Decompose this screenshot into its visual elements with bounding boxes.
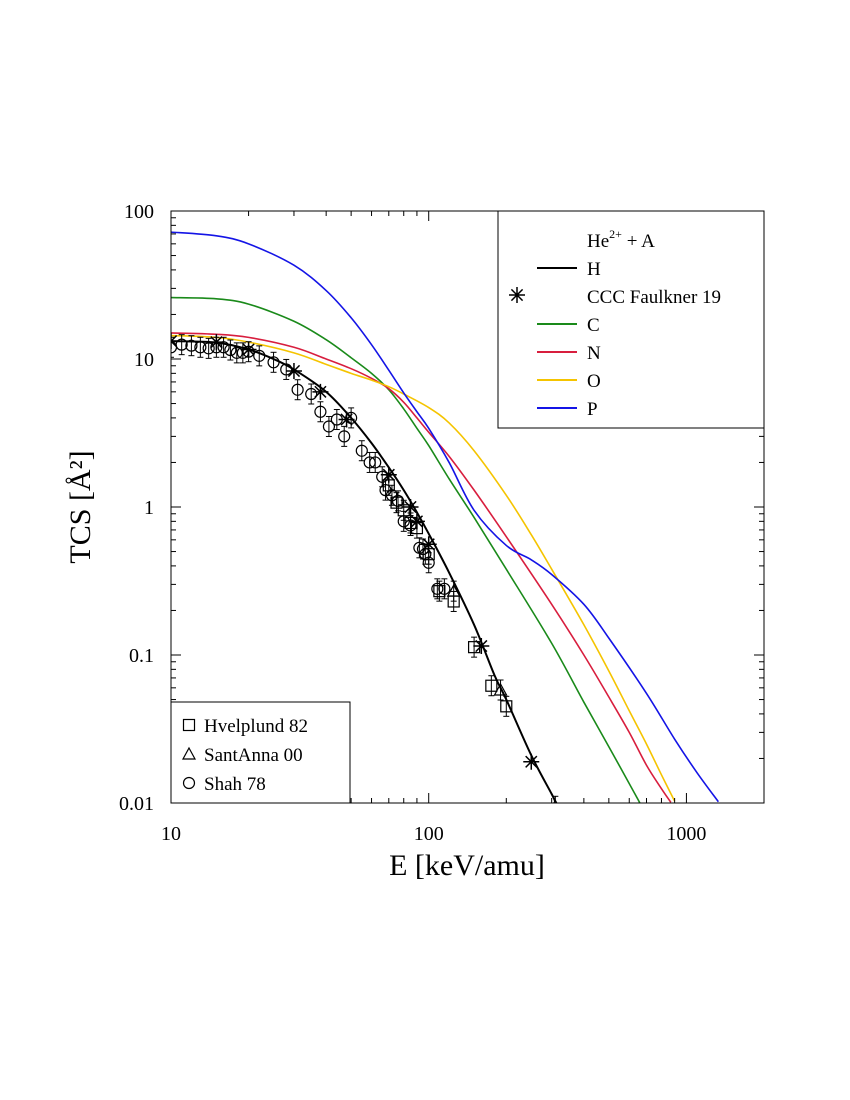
data-point-shah-78 [330,413,343,426]
y-tick-label: 0.1 [129,645,154,667]
data-point-shah-78 [202,342,215,355]
data-point-shah-78 [253,349,266,362]
data-point-ccc-faulkner-19 [473,638,490,655]
legend-data-box [170,701,351,804]
legend-label: H [587,259,601,280]
data-point-shah-78 [314,405,327,418]
data-point-hvelplund-82 [500,700,513,713]
data-point-ccc-faulkner-19 [523,753,540,770]
data-point-shah-78 [267,356,280,369]
data-point-shah-78 [322,420,336,433]
legend-label: N [587,343,601,364]
data-point-shah-78 [345,411,358,424]
legend-label: CCC Faulkner 19 [587,287,721,308]
legend-title: He2+ + A [587,227,655,252]
x-axis-label: E [keV/amu] [389,849,545,882]
y-axis-label: TCS [Å²] [64,450,97,563]
data-point-shah-78 [404,519,417,532]
legend-item-o: O [537,371,601,392]
series-line-c [171,296,641,803]
legend-item-ccc-faulkner-19: CCC Faulkner 19 [509,287,721,308]
legend-label: SantAnna 00 [204,745,303,766]
series-markers-santanna-00 [446,580,559,803]
data-point-shah-78 [242,345,255,358]
series-line-p [171,231,719,803]
x-tick-label: 10 [161,823,181,845]
legend-item-santanna-00: SantAnna 00 [181,745,303,766]
data-point-hvelplund-82 [467,641,481,654]
data-point-ccc-faulkner-19 [312,383,329,400]
legend-item-n: N [537,343,601,364]
data-point-shah-78 [338,430,351,443]
legend-data: Hvelplund 82 SantAnna 00 Shah 78 [170,701,351,804]
legend-label: P [587,399,598,420]
legend-model-box [497,210,765,429]
y-tick-label: 10 [134,349,154,371]
legend-label: O [587,371,601,392]
legend-item-p: P [537,399,598,420]
legend-item-h: H [537,259,601,280]
legend-item-c: C [537,315,600,336]
markers-layer [171,333,559,803]
data-point-shah-78 [397,515,410,528]
legend-item-hvelplund-82: Hvelplund 82 [182,716,308,737]
data-point-ccc-faulkner-19 [285,362,302,379]
legend-swatch [182,776,196,790]
data-point-shah-78 [419,548,432,561]
data-point-ccc-faulkner-19 [380,466,397,483]
data-point-shah-78 [210,341,223,354]
data-point-shah-78 [185,339,198,352]
series-line-o [171,334,676,802]
data-point-santanna-00 [446,583,461,597]
data-point-ccc-faulkner-19 [338,411,355,428]
data-point-shah-78 [431,582,444,595]
data-point-shah-78 [291,383,304,396]
legend-swatch [509,287,525,303]
data-point-shah-78 [376,470,389,483]
series-line-n [171,332,672,803]
data-point-ccc-faulkner-19 [402,499,419,515]
data-point-shah-78 [369,456,382,469]
x-tick-label: 1000 [666,823,706,845]
y-tick-label: 1 [144,497,154,519]
y-tick-label: 0.01 [119,793,154,815]
data-point-shah-78 [438,582,451,595]
legend-label: C [587,315,600,336]
legend-label: Shah 78 [204,774,266,795]
legend-data-items: Hvelplund 82 SantAnna 00 Shah 78 [181,716,308,795]
series-markers-shah-78 [171,334,451,600]
data-point-shah-78 [230,346,243,359]
data-point-shah-78 [175,338,188,351]
legend-swatch [182,718,196,732]
data-point-santanna-00 [493,682,508,696]
y-tick-label: 100 [124,201,154,223]
legend-item-shah-78: Shah 78 [182,774,266,795]
data-point-shah-78 [224,343,237,357]
legend-swatch [181,746,197,760]
data-point-shah-78 [194,341,207,354]
data-point-hvelplund-82 [410,522,424,535]
data-point-shah-78 [280,363,293,376]
data-point-shah-78 [305,387,318,401]
x-tick-label: 100 [414,823,444,845]
legend-label: Hvelplund 82 [204,716,308,737]
data-point-shah-78 [355,444,368,457]
data-point-hvelplund-82 [485,679,498,692]
data-point-shah-78 [422,556,435,569]
tick-labels: 10 100 1000 0.01 0.1 1 10 100 [119,201,706,845]
data-point-shah-78 [217,341,230,354]
data-point-shah-78 [391,494,405,507]
